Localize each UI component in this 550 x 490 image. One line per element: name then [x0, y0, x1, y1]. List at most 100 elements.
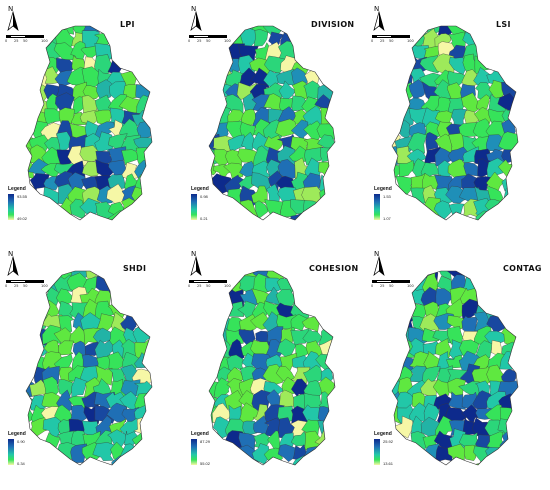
legend-max-value: 0.90: [17, 439, 25, 444]
county-region: [227, 134, 246, 152]
county-region: [303, 200, 324, 219]
county-region: [26, 407, 34, 425]
county-region: [94, 339, 117, 362]
county-region: [58, 379, 75, 399]
county-region: [423, 403, 440, 422]
north-label: N: [191, 250, 197, 258]
north-label: N: [374, 5, 380, 13]
county-region: [474, 340, 494, 360]
county-region: [254, 200, 269, 219]
choropleth-map: [25, 25, 153, 221]
legend-max-value: 87.29: [200, 439, 211, 444]
panel-title: DIVISION: [311, 20, 355, 29]
county-region: [238, 67, 260, 89]
scale-label: 100: [41, 284, 48, 288]
county-region: [106, 402, 127, 422]
north-label: N: [8, 5, 14, 13]
county-region: [279, 96, 297, 115]
scale-label: 25: [197, 39, 202, 43]
county-region: [228, 338, 245, 361]
county-region: [422, 366, 441, 384]
county-region: [268, 31, 285, 48]
county-region: [318, 173, 335, 192]
choropleth-map: [391, 25, 519, 221]
scale-label: 50: [389, 39, 394, 43]
county-region: [445, 185, 468, 204]
county-region: [58, 340, 74, 356]
county-region: [121, 149, 140, 166]
county-region: [408, 79, 427, 100]
county-region: [242, 420, 258, 436]
choropleth-map: [25, 270, 153, 466]
county-region: [433, 200, 454, 220]
scale-label: 0: [188, 284, 191, 288]
county-region: [448, 203, 467, 216]
county-region: [295, 343, 311, 361]
county-region: [317, 420, 335, 438]
choropleth-map: [208, 25, 336, 221]
county-region: [119, 443, 143, 463]
county-region: [134, 160, 152, 179]
county-region: [499, 186, 518, 205]
county-region: [251, 94, 271, 113]
scale-label: 100: [407, 39, 414, 43]
county-region: [432, 378, 451, 399]
legend-max-value: 0.98: [200, 194, 208, 199]
county-region: [290, 313, 313, 331]
north-label: N: [8, 250, 14, 258]
north-label: N: [191, 5, 197, 13]
map-panel-division: N 0 25 50 100 DIVISION Legend 0.98 0.21: [183, 0, 366, 245]
county-region: [253, 29, 269, 47]
province-outline: [391, 270, 519, 466]
county-region: [407, 132, 428, 154]
scale-label: 50: [23, 39, 28, 43]
map-panel-cohesion: N 0 25 50 100 COHESION Legend 87.29 55.02: [183, 245, 366, 490]
choropleth-map: [391, 270, 519, 466]
map-panel-lpi: N 0 25 50 100 LPI Legend 93.55 49.02: [0, 0, 183, 245]
legend-title: Legend: [191, 186, 209, 192]
choropleth-map: [208, 270, 336, 466]
scale-label: 50: [23, 284, 28, 288]
panel-title: CONTAG: [503, 264, 542, 273]
county-region: [484, 199, 507, 220]
legend-min-value: 13.61: [383, 461, 394, 466]
scale-label: 0: [5, 39, 8, 43]
county-region: [476, 94, 490, 111]
legend-min-value: 1.07: [383, 216, 391, 221]
legend-max-value: 93.55: [17, 194, 28, 199]
province-outline: [208, 25, 336, 221]
scale-label: 25: [380, 39, 385, 43]
county-region: [290, 328, 311, 346]
legend-min-value: 55.02: [200, 461, 211, 466]
county-region: [71, 376, 88, 399]
county-region: [56, 131, 72, 153]
scale-label: 50: [206, 284, 211, 288]
scale-label: 100: [224, 284, 231, 288]
scale-label: 0: [5, 284, 8, 288]
panel-title: SHDI: [123, 264, 147, 273]
legend-color-ramp: [374, 439, 380, 465]
county-region: [475, 461, 492, 465]
legend-color-ramp: [191, 194, 197, 220]
panel-title: COHESION: [309, 264, 359, 273]
legend-color-ramp: [191, 439, 197, 465]
scale-label: 25: [14, 39, 19, 43]
legend-color-ramp: [8, 194, 14, 220]
map-panel-contag: N 0 25 50 100 CONTAG Legend 25.92 13.61: [366, 245, 549, 490]
county-region: [447, 443, 466, 464]
legend-title: Legend: [8, 186, 26, 192]
scale-label: 100: [41, 39, 48, 43]
county-region: [290, 366, 311, 384]
county-region: [67, 172, 87, 195]
legend-max-value: 25.92: [383, 439, 394, 444]
county-region: [95, 313, 115, 333]
map-panel-shdi: N 0 25 50 100 SHDI Legend 0.90 0.34: [0, 245, 183, 490]
county-region: [398, 160, 415, 178]
county-region: [485, 445, 507, 462]
scale-label: 0: [188, 39, 191, 43]
legend-color-ramp: [374, 194, 380, 220]
county-region: [501, 175, 518, 192]
county-region: [303, 120, 324, 142]
province-outline: [208, 270, 336, 466]
